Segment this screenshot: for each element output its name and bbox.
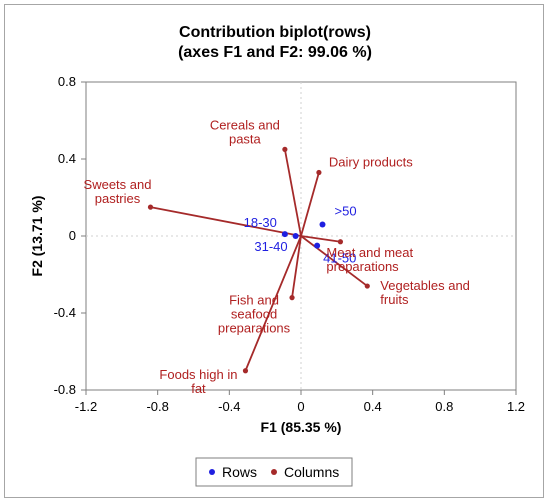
row-point-gt50	[319, 221, 326, 228]
column-label-vegetables-and-fruits: fruits	[380, 292, 409, 307]
y-tick-label: 0.8	[58, 74, 76, 89]
row-point-41-50	[314, 242, 321, 249]
vector-sweets-and-pastries	[150, 206, 302, 237]
column-label-fish-and-seafood-preparations: Fish and	[229, 293, 279, 308]
vector-dairy-products	[300, 172, 320, 237]
vector-vegetables-and-fruits	[300, 235, 368, 287]
x-tick-label: 0	[297, 399, 304, 414]
x-axis-label: F1 (85.35 %)	[261, 419, 342, 435]
legend-rows-label: Rows	[222, 464, 257, 480]
x-tick-label: -0.4	[218, 399, 240, 414]
x-tick-label: -0.8	[146, 399, 168, 414]
x-tick-label: 0.4	[364, 399, 382, 414]
y-axis-label: F2 (13.71 %)	[29, 196, 45, 277]
vector-fish-and-seafood-preparations	[291, 235, 302, 298]
column-point-vegetables-and-fruits	[364, 283, 370, 289]
data-points	[147, 146, 370, 374]
column-label-sweets-and-pastries: Sweets and	[84, 177, 152, 192]
column-label-fish-and-seafood-preparations: preparations	[218, 321, 291, 336]
chart-title: Contribution biplot(rows) (axes F1 and F2…	[178, 24, 372, 61]
y-tick-label: -0.4	[54, 305, 76, 320]
column-point-cereals-and-pasta	[282, 146, 288, 152]
column-label-fish-and-seafood-preparations: seafood	[231, 307, 277, 322]
legend: Rows Columns	[195, 457, 353, 487]
column-label-meat-and-meat-preparations: Meat and meat	[326, 245, 413, 260]
column-label-cereals-and-pasta: pasta	[229, 131, 262, 146]
chart-title-line-1: Contribution biplot(rows)	[179, 24, 371, 41]
column-vectors	[150, 149, 368, 372]
legend-columns-marker	[271, 469, 277, 475]
vector-foods-high-in-fat	[244, 235, 302, 372]
row-point-18-30	[281, 231, 288, 238]
y-tick-label: 0	[69, 228, 76, 243]
column-point-foods-high-in-fat	[242, 368, 249, 374]
row-label-18-30: 18-30	[244, 215, 277, 230]
x-tick-label: 1.2	[507, 399, 525, 414]
vector-cereals-and-pasta	[283, 149, 302, 237]
column-point-meat-and-meat-preparations	[337, 239, 344, 245]
row-label-41-50: 41-50	[323, 251, 356, 266]
x-tick-label: 0.8	[435, 399, 453, 414]
legend-columns-label: Columns	[284, 464, 339, 480]
column-point-fish-and-seafood-preparations	[289, 295, 295, 301]
y-tick-label: 0.4	[58, 151, 76, 166]
x-tick-label: -1.2	[75, 399, 97, 414]
column-label-sweets-and-pastries: pastries	[95, 191, 141, 206]
row-label-31-40: 31-40	[254, 239, 287, 254]
column-label-meat-and-meat-preparations: preparations	[326, 259, 399, 274]
chart-frame	[4, 4, 544, 498]
legend-rows-marker	[209, 469, 215, 475]
x-axis-ticks: -1.2 -0.8 -0.4 0 0.4 0.8 1.2	[75, 390, 525, 414]
column-label-cereals-and-pasta: Cereals and	[210, 117, 280, 132]
y-axis-ticks: -0.8 -0.4 0 0.4 0.8	[54, 74, 86, 397]
column-point-dairy-products	[316, 169, 322, 176]
chart-title-line-2: (axes F1 and F2: 99.06 %)	[178, 44, 372, 61]
row-point-31-40	[292, 233, 299, 239]
column-label-foods-high-in-fat: fat	[191, 381, 206, 396]
column-point-sweets-and-pastries	[147, 204, 154, 210]
row-label-gt50: >50	[335, 203, 357, 218]
column-label-dairy-products: Dairy products	[329, 154, 413, 169]
column-label-foods-high-in-fat: Foods high in	[159, 367, 237, 382]
vector-meat-and-meat-preparations	[300, 235, 341, 243]
column-label-vegetables-and-fruits: Vegetables and	[380, 278, 470, 293]
y-tick-label: -0.8	[54, 382, 76, 397]
